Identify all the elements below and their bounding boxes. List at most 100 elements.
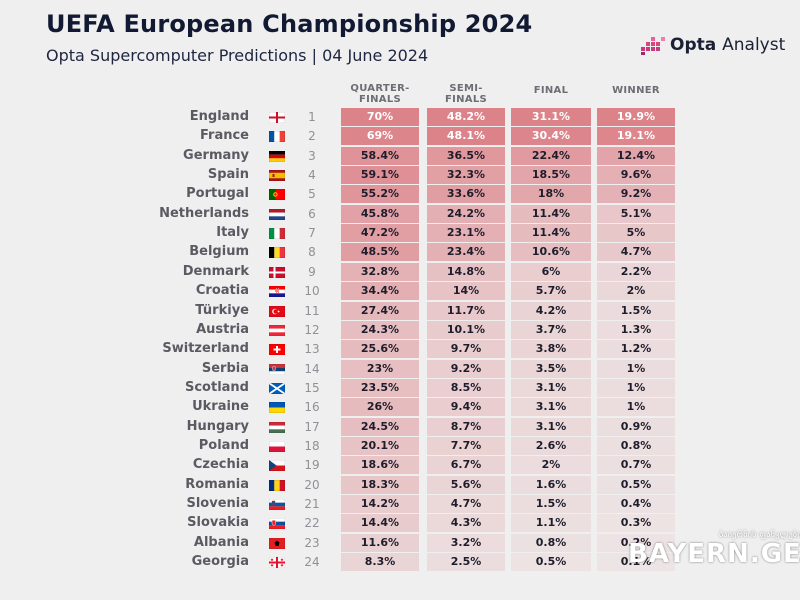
probability-cell: 19.1%: [597, 127, 675, 146]
probability-cell: 0.5%: [511, 553, 591, 572]
team-rank: 18: [304, 438, 320, 453]
probability-cell: 9.6%: [597, 166, 675, 185]
probability-cell: 3.1%: [511, 378, 591, 397]
team-rank: 20: [304, 477, 320, 492]
probability-cell: 2%: [511, 456, 591, 475]
team-name: Switzerland: [162, 341, 249, 357]
probability-cell: 3.1%: [511, 398, 591, 417]
brand-name-light: Analyst: [722, 35, 786, 55]
table-row: Hungary 17 24.5% 8.7% 3.1% 0.9%: [0, 417, 800, 436]
probability-cell: 32.3%: [427, 166, 505, 185]
team-name: Netherlands: [159, 205, 249, 221]
table-row: Romania 20 18.3% 5.6% 1.6% 0.5%: [0, 475, 800, 494]
column-header-line: FINALS: [444, 94, 488, 105]
germany-flag-icon: [269, 150, 285, 162]
probability-cell: 10.1%: [427, 320, 505, 339]
probability-cell: 8.3%: [341, 553, 419, 572]
team-name: Hungary: [186, 418, 249, 434]
team-name: Croatia: [195, 283, 249, 299]
team-name: Germany: [183, 147, 249, 163]
probability-cell: 58.4%: [341, 146, 419, 165]
team-rank: 12: [304, 322, 320, 337]
probability-cell: 2.2%: [597, 262, 675, 281]
probability-cell: 11.4%: [511, 224, 591, 243]
team-name: Ukraine: [192, 399, 249, 415]
team-rank: 1: [308, 110, 316, 124]
probability-cell: 19.9%: [597, 108, 675, 126]
team-rank: 19: [304, 458, 320, 473]
probability-cell: 3.2%: [427, 533, 505, 552]
probability-cell: 59.1%: [341, 166, 419, 185]
probability-cell: 3.8%: [511, 340, 591, 359]
probability-cell: 2.5%: [427, 553, 505, 572]
probability-cell: 8.5%: [427, 378, 505, 397]
albania-flag-icon: [269, 537, 285, 549]
probability-cell: 9.2%: [597, 185, 675, 204]
probability-cell: 48.1%: [427, 127, 505, 146]
probability-cell: 48.5%: [341, 243, 419, 262]
probability-cell: 1.5%: [511, 495, 591, 513]
czechia-flag-icon: [269, 460, 285, 472]
probability-cell: 3.1%: [511, 417, 591, 436]
probability-cell: 11.6%: [341, 533, 419, 552]
probability-cell: 33.6%: [427, 185, 505, 204]
table-row: Poland 18 20.1% 7.7% 2.6% 0.8%: [0, 436, 800, 455]
team-name: Slovakia: [187, 515, 249, 531]
probability-cell: 5.6%: [427, 475, 505, 494]
probability-cell: 47.2%: [341, 224, 419, 243]
probability-cell: 20.1%: [341, 436, 419, 455]
probability-cell: 14%: [427, 282, 505, 301]
probability-cell: 23.5%: [341, 378, 419, 397]
opta-analyst-logo: Opta Analyst: [640, 34, 785, 56]
probability-cell: 10.6%: [511, 243, 591, 262]
column-header-winner: WINNER: [612, 85, 660, 96]
probability-cell: 1.5%: [597, 301, 675, 320]
probability-cell: 27.4%: [341, 301, 419, 320]
table-row: Italy 7 47.2% 23.1% 11.4% 5%: [0, 224, 800, 243]
probability-cell: 18%: [511, 185, 591, 204]
probability-cell: 36.5%: [427, 146, 505, 165]
column-header-quarter-finals: QUARTER- FINALS: [341, 83, 419, 105]
poland-flag-icon: [269, 440, 285, 452]
team-rank: 7: [308, 226, 316, 241]
probability-cell: 0.7%: [597, 456, 675, 475]
team-rank: 11: [304, 303, 320, 318]
team-name: Spain: [207, 167, 249, 183]
table-row: England 1 70% 48.2% 31.1% 19.9%: [0, 108, 800, 126]
team-name: Slovenia: [186, 496, 249, 511]
england-flag-icon: [269, 112, 285, 123]
table-row: Türkiye 11 27.4% 11.7% 4.2% 1.5%: [0, 301, 800, 320]
column-header-semi-finals: SEMI- FINALS: [427, 83, 505, 105]
table-row: Czechia 19 18.6% 6.7% 2% 0.7%: [0, 456, 800, 475]
probability-cell: 4.7%: [427, 495, 505, 513]
team-rank: 17: [304, 419, 320, 434]
romania-flag-icon: [269, 479, 285, 491]
probability-cell: 26%: [341, 398, 419, 417]
team-rank: 14: [304, 361, 320, 376]
probability-cell: 0.4%: [597, 495, 675, 513]
probability-cell: 23.1%: [427, 224, 505, 243]
table-row: Netherlands 6 45.8% 24.2% 11.4% 5.1%: [0, 204, 800, 223]
probability-cell: 4.7%: [597, 243, 675, 262]
probability-cell: 3.5%: [511, 359, 591, 378]
team-name: Belgium: [189, 244, 249, 260]
probability-cell: 1.2%: [597, 340, 675, 359]
probability-cell: 9.4%: [427, 398, 505, 417]
opta-logo-icon: [641, 37, 665, 55]
probability-cell: 25.6%: [341, 340, 419, 359]
probability-cell: 70%: [341, 108, 419, 126]
probability-cell: 1.6%: [511, 475, 591, 494]
team-name: Austria: [196, 321, 249, 337]
probability-cell: 11.7%: [427, 301, 505, 320]
probability-cell: 23%: [341, 359, 419, 378]
probability-cell: 14.4%: [341, 514, 419, 533]
table-row: Germany 3 58.4% 36.5% 22.4% 12.4%: [0, 146, 800, 165]
team-name: Romania: [185, 476, 249, 492]
portugal-flag-icon: [269, 189, 285, 201]
belgium-flag-icon: [269, 247, 285, 259]
table-row: Spain 4 59.1% 32.3% 18.5% 9.6%: [0, 166, 800, 185]
table-row: Austria 12 24.3% 10.1% 3.7% 1.3%: [0, 320, 800, 339]
team-name: England: [189, 109, 249, 124]
table-row: Slovenia 21 14.2% 4.7% 1.5% 0.4%: [0, 495, 800, 513]
probability-cell: 18.6%: [341, 456, 419, 475]
